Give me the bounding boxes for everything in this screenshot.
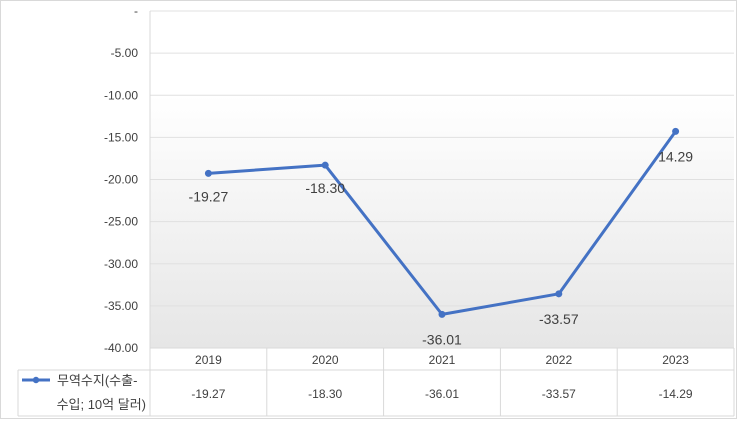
x-category-label: 2022 — [545, 353, 572, 367]
y-tick-label: -25.00 — [104, 215, 138, 229]
data-point — [555, 290, 563, 298]
x-category-label: 2021 — [429, 353, 456, 367]
legend-series-name-line-1: 무역수지(수출- — [57, 373, 137, 388]
data-point — [672, 127, 680, 135]
y-tick-label: -40.00 — [104, 341, 138, 355]
data-point — [438, 310, 446, 318]
y-tick-label: -20.00 — [104, 173, 138, 187]
table-value: -36.01 — [425, 387, 459, 401]
data-label: -19.27 — [189, 188, 229, 204]
legend-series-name-line-2: 수입; 10억 달러) — [57, 397, 146, 412]
legend-marker-key — [32, 376, 40, 384]
y-tick-label: -5.00 — [111, 46, 139, 60]
table-value: -19.27 — [191, 387, 225, 401]
data-point — [321, 161, 329, 169]
table-value: -18.30 — [308, 387, 342, 401]
y-tick-label: - — [134, 4, 138, 18]
data-point — [204, 169, 212, 177]
table-value: -14.29 — [659, 387, 693, 401]
y-tick-label: -10.00 — [104, 88, 138, 102]
table-value: -33.57 — [542, 387, 576, 401]
y-tick-label: -30.00 — [104, 257, 138, 271]
x-category-label: 2020 — [312, 353, 339, 367]
data-label: -33.57 — [539, 311, 579, 327]
x-category-label: 2023 — [662, 353, 689, 367]
y-tick-label: -35.00 — [104, 299, 138, 313]
x-category-label: 2019 — [195, 353, 222, 367]
data-label: -36.01 — [422, 331, 462, 347]
data-label: 14.29 — [658, 148, 693, 164]
y-tick-label: -15.00 — [104, 130, 138, 144]
data-label: -18.30 — [305, 180, 345, 196]
